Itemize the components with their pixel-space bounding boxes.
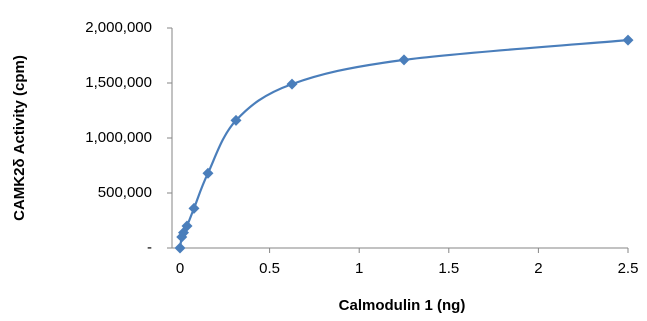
y-tick-label: - [147, 239, 152, 256]
data-point [622, 34, 634, 46]
x-tick-label: 0 [176, 260, 184, 277]
y-tick-label: 1,000,000 [85, 129, 152, 146]
y-tick-label: 1,500,000 [85, 74, 152, 91]
data-point [181, 220, 193, 232]
x-tick-label: 1.5 [438, 260, 459, 277]
data-point [174, 242, 186, 254]
y-axis-title: CAMK2δ Activity (cpm) [11, 55, 28, 221]
x-tick-label: 1 [355, 260, 363, 277]
data-point [398, 54, 410, 66]
data-point [188, 202, 200, 214]
data-point [202, 167, 214, 179]
x-tick-label: 2 [534, 260, 542, 277]
y-tick-label: 2,000,000 [85, 19, 152, 36]
x-tick-label: 2.5 [618, 260, 639, 277]
data-point [286, 78, 298, 90]
x-axis-title: Calmodulin 1 (ng) [339, 297, 466, 314]
x-tick-label: 0.5 [259, 260, 280, 277]
data-point [230, 114, 242, 126]
y-tick-label: 500,000 [98, 184, 152, 201]
series-line [178, 39, 629, 249]
